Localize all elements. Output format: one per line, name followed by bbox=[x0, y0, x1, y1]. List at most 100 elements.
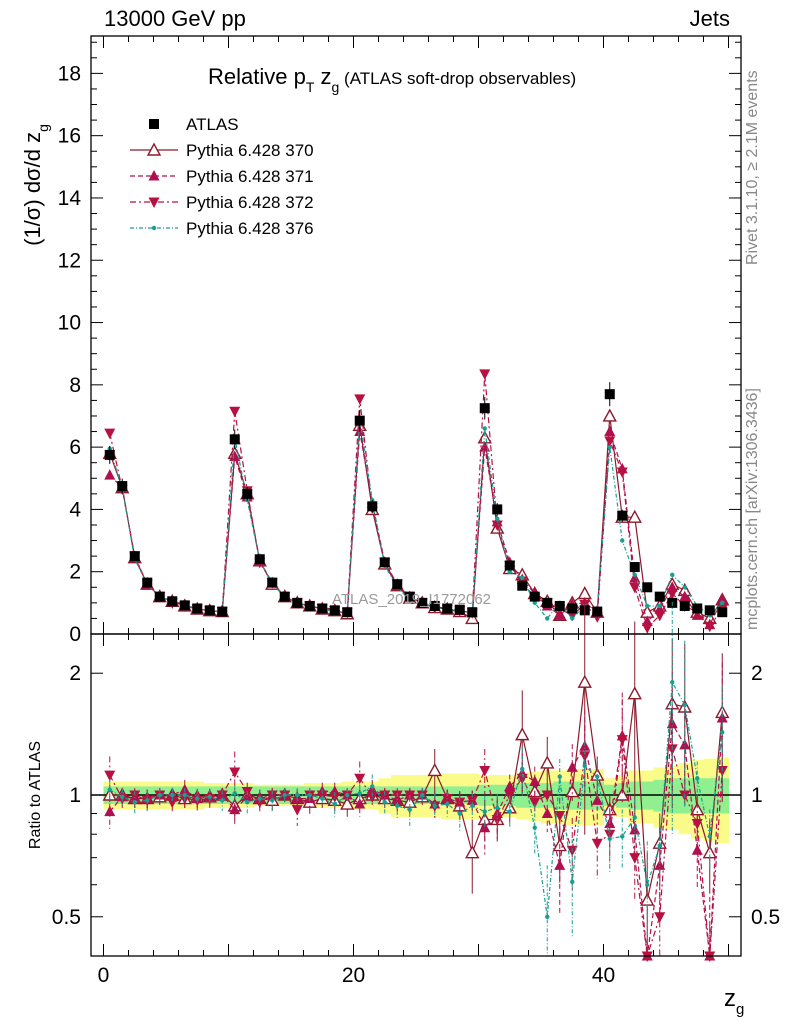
atlas-data-point bbox=[154, 591, 165, 602]
ratio-370-point bbox=[427, 762, 442, 777]
ratio-376-point bbox=[607, 836, 612, 841]
legend-label: Pythia 6.428 372 bbox=[186, 193, 314, 212]
ratio-372-point bbox=[479, 765, 491, 777]
ratio-372-point bbox=[441, 794, 453, 805]
atlas-data-point bbox=[567, 603, 578, 614]
main-376-point bbox=[545, 616, 550, 621]
main-376-point bbox=[720, 600, 725, 606]
ratio-376-point bbox=[520, 766, 525, 772]
ratio-376-point bbox=[145, 798, 150, 803]
ratio-372-point bbox=[529, 797, 541, 809]
atlas-data-point bbox=[604, 389, 615, 400]
ratio-371-point bbox=[679, 738, 691, 750]
main-372-point bbox=[354, 394, 366, 405]
ratio-370-point bbox=[615, 787, 630, 801]
ratio-371-point bbox=[654, 859, 666, 870]
ratio-371-point bbox=[566, 761, 578, 772]
ratio-376-point bbox=[207, 794, 212, 799]
ratio-376-point bbox=[495, 805, 500, 810]
legend-label: Pythia 6.428 370 bbox=[186, 141, 314, 160]
main-376-point bbox=[657, 603, 662, 609]
ratio-376-point bbox=[632, 815, 637, 820]
atlas-data-point bbox=[217, 606, 228, 617]
ratio-376-point bbox=[170, 792, 175, 798]
atlas-data-point bbox=[692, 603, 703, 614]
main-y-tick-label: 8 bbox=[69, 374, 81, 397]
ratio-376-point bbox=[132, 799, 137, 805]
atlas-data-point bbox=[329, 605, 340, 616]
ratio-stat-band bbox=[703, 778, 717, 814]
ratio-370-point bbox=[340, 796, 355, 810]
main-y-tick-label: 4 bbox=[69, 498, 81, 521]
atlas-data-point bbox=[717, 607, 728, 618]
x-tick-label: 0 bbox=[98, 964, 110, 987]
ratio-376-point bbox=[707, 834, 712, 839]
ratio-376-point bbox=[582, 763, 587, 769]
main-panel: 0 2 4 6 8 10 12 14 16 18 bbox=[58, 35, 742, 646]
ratio-y-tick-label: 1 bbox=[69, 784, 81, 807]
main-376-point bbox=[607, 444, 612, 450]
ratio-372-point bbox=[504, 790, 516, 801]
main-376-point bbox=[520, 575, 525, 581]
ratio-376-point bbox=[257, 796, 262, 801]
main-y-tick-label: 6 bbox=[69, 436, 81, 459]
main-372-line bbox=[109, 373, 723, 629]
main-371-point bbox=[604, 425, 616, 437]
legend: ATLAS Pythia 6.428 370 Pythia 6.428 371 Pyt… bbox=[130, 115, 314, 238]
header-jets-label: Jets bbox=[689, 6, 730, 31]
ratio-376-point bbox=[457, 811, 462, 816]
main-372-point bbox=[629, 582, 641, 594]
main-376-point bbox=[482, 426, 487, 431]
chart-title: Relative pT zg (ATLAS soft-drop observab… bbox=[208, 64, 576, 95]
atlas-data-point bbox=[642, 582, 653, 593]
ratio-y-tick-label: 0.5 bbox=[52, 906, 81, 929]
ratio-371-point bbox=[541, 807, 553, 819]
atlas-data-point bbox=[104, 449, 115, 460]
ratio-376-point bbox=[107, 787, 112, 793]
atlas-data-point bbox=[279, 591, 290, 602]
ratio-372-point bbox=[466, 795, 478, 807]
main-y-tick-label: 12 bbox=[58, 249, 81, 272]
ratio-372-point bbox=[704, 951, 716, 962]
ratio-376-point bbox=[445, 801, 450, 807]
main-376-point bbox=[620, 538, 625, 543]
main-y-tick-label: 0 bbox=[69, 623, 81, 646]
ratio-372-point bbox=[129, 790, 141, 801]
ratio-376-point bbox=[120, 794, 125, 799]
ratio-372-point bbox=[254, 797, 266, 809]
main-372-point bbox=[479, 369, 491, 380]
ratio-371-point bbox=[354, 798, 366, 809]
ratio-372-point bbox=[379, 790, 391, 801]
atlas-data-point bbox=[454, 604, 465, 615]
main-372-point bbox=[654, 610, 666, 622]
atlas-data-point bbox=[242, 488, 253, 499]
ratio-372-point bbox=[541, 790, 553, 801]
ratio-376-point bbox=[682, 702, 687, 708]
ratio-372-point bbox=[104, 770, 116, 782]
ratio-376-point bbox=[157, 792, 162, 798]
x-tick-label: 20 bbox=[342, 964, 365, 987]
main-372-point bbox=[666, 589, 678, 600]
ratio-370-point bbox=[515, 727, 530, 741]
main-376-point bbox=[645, 603, 650, 609]
atlas-data-point bbox=[129, 551, 140, 562]
atlas-data-point bbox=[254, 554, 265, 565]
atlas-data-point bbox=[554, 600, 565, 611]
ratio-372-point bbox=[266, 790, 278, 801]
ratio-372-point bbox=[366, 792, 378, 803]
ratio-372-point bbox=[691, 819, 703, 830]
legend-marker bbox=[146, 142, 162, 156]
atlas-data-point bbox=[467, 607, 478, 618]
atlas-data-point bbox=[504, 560, 515, 571]
ratio-371-point bbox=[529, 775, 541, 786]
ratio-372-point bbox=[166, 797, 178, 809]
legend-marker bbox=[148, 170, 160, 181]
main-372-point bbox=[104, 428, 116, 440]
ratio-376-point bbox=[432, 803, 437, 809]
ratio-376-point bbox=[370, 784, 375, 789]
ratio-376-point bbox=[295, 792, 300, 798]
ratio-372-point bbox=[554, 810, 566, 822]
atlas-data-point bbox=[229, 434, 240, 445]
